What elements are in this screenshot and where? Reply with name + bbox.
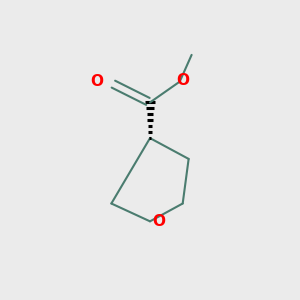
Text: O: O <box>176 73 189 88</box>
Text: O: O <box>90 74 103 89</box>
Text: O: O <box>152 214 165 229</box>
